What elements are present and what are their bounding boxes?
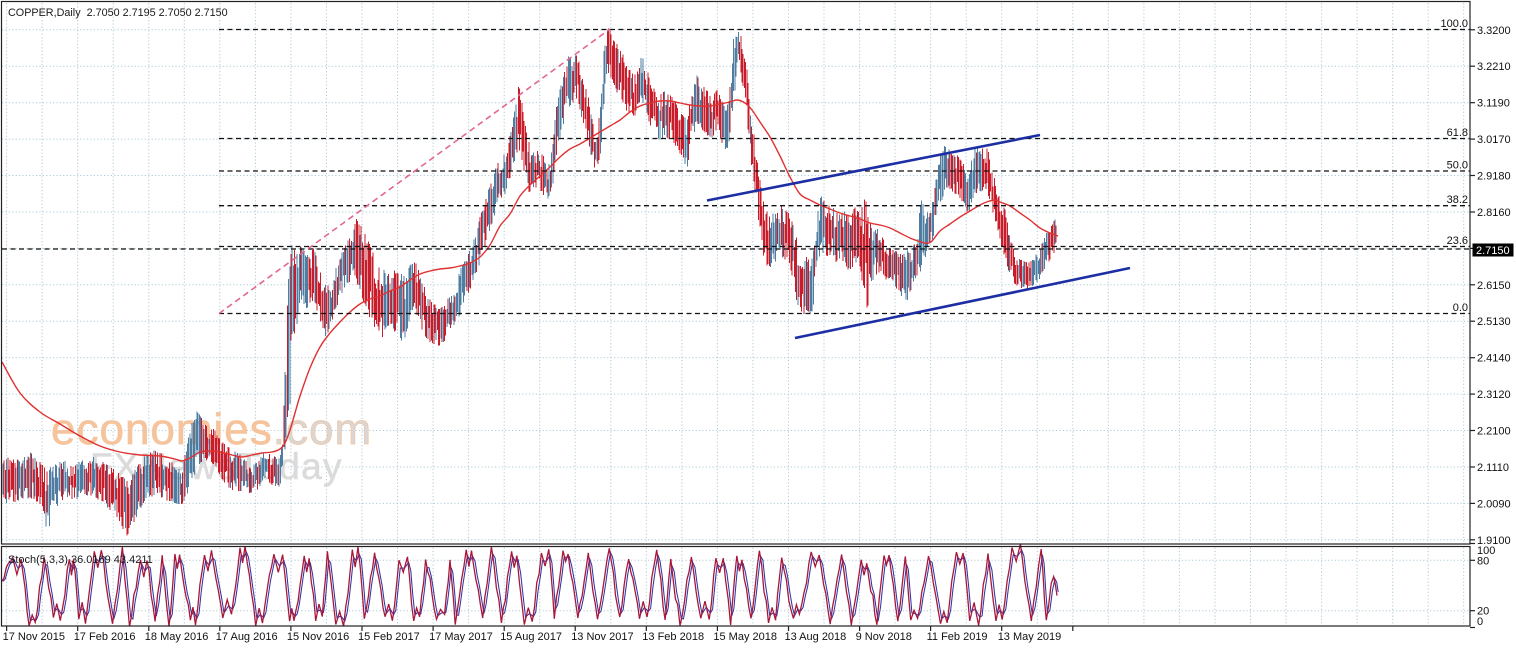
svg-text:18 May 2016: 18 May 2016	[145, 631, 209, 643]
svg-text:80: 80	[1477, 555, 1489, 567]
svg-text:3.3200: 3.3200	[1477, 25, 1511, 37]
svg-text:15 Aug 2017: 15 Aug 2017	[500, 631, 562, 643]
svg-text:13 May 2019: 13 May 2019	[998, 631, 1062, 643]
svg-text:0: 0	[1477, 616, 1483, 628]
svg-text:0.0: 0.0	[1453, 302, 1468, 314]
svg-text:1.9100: 1.9100	[1477, 535, 1511, 547]
svg-text:38.2: 38.2	[1447, 194, 1468, 206]
svg-text:17 Nov 2015: 17 Nov 2015	[3, 631, 65, 643]
svg-text:2.3120: 2.3120	[1477, 389, 1511, 401]
svg-text:2.2100: 2.2100	[1477, 426, 1511, 438]
svg-text:2.8160: 2.8160	[1477, 207, 1511, 219]
svg-text:17 Aug 2016: 17 Aug 2016	[216, 631, 278, 643]
svg-text:11 Feb 2019: 11 Feb 2019	[927, 631, 988, 643]
svg-text:3.1190: 3.1190	[1477, 98, 1510, 110]
svg-text:20: 20	[1477, 606, 1489, 618]
svg-text:13 Nov 2017: 13 Nov 2017	[571, 631, 633, 643]
svg-text:15 Feb 2017: 15 Feb 2017	[358, 631, 420, 643]
svg-text:2.4140: 2.4140	[1477, 353, 1511, 365]
svg-text:17 May 2017: 17 May 2017	[429, 631, 493, 643]
svg-text:50.0: 50.0	[1447, 160, 1468, 172]
svg-text:2.6150: 2.6150	[1477, 280, 1511, 292]
svg-text:3.2210: 3.2210	[1477, 61, 1511, 73]
svg-text:2.1110: 2.1110	[1477, 462, 1509, 474]
svg-text:15 May 2018: 15 May 2018	[713, 631, 777, 643]
svg-text:61.8: 61.8	[1447, 127, 1468, 139]
svg-text:17 Feb 2016: 17 Feb 2016	[74, 631, 136, 643]
svg-text:9 Nov 2018: 9 Nov 2018	[856, 631, 912, 643]
svg-text:100: 100	[1477, 545, 1495, 557]
svg-text:2.7150: 2.7150	[1476, 245, 1510, 257]
svg-text:15 Nov 2016: 15 Nov 2016	[287, 631, 349, 643]
svg-text:13 Aug 2018: 13 Aug 2018	[785, 631, 847, 643]
svg-text:13 Feb 2018: 13 Feb 2018	[642, 631, 704, 643]
svg-text:23.6: 23.6	[1447, 235, 1468, 247]
svg-text:2.9180: 2.9180	[1477, 171, 1511, 183]
svg-text:2.0090: 2.0090	[1477, 498, 1511, 510]
svg-text:3.0170: 3.0170	[1477, 134, 1511, 146]
svg-text:100.0: 100.0	[1440, 18, 1468, 30]
svg-text:2.5130: 2.5130	[1477, 316, 1511, 328]
svg-text:COPPER,Daily 2.7050 2.7195 2.: COPPER,Daily 2.7050 2.7195 2.7050 2.7150	[8, 7, 228, 19]
svg-text:Stoch(5,3,3) 36.0169 43.4211: Stoch(5,3,3) 36.0169 43.4211	[8, 554, 153, 566]
